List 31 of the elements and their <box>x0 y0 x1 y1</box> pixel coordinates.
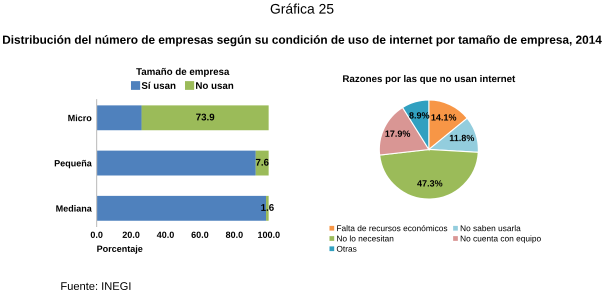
y-tick-label: Mediana <box>56 205 92 212</box>
x-axis-title: Porcentaje <box>97 245 142 254</box>
chart-title: Razones por las que no usan internet <box>343 74 516 84</box>
legend-label: No saben usarla <box>460 225 521 232</box>
data-label: 47.3% <box>417 180 442 187</box>
bar <box>96 150 256 176</box>
legend-title: Tamaño de empresa <box>136 68 230 77</box>
x-tick-label: 20.0 <box>122 232 140 238</box>
data-label: 17.9% <box>385 130 410 137</box>
data-label: 11.8% <box>450 134 474 142</box>
bar <box>142 105 269 130</box>
x-tick-label: 100.0 <box>258 232 280 238</box>
y-tick-label: Pequeña <box>54 160 92 168</box>
text: Gráfica 25 <box>270 3 334 14</box>
legend-label: Sí usan <box>142 82 176 89</box>
legend-label: Otras <box>336 246 356 252</box>
data-label: 1.6 <box>261 204 274 211</box>
legend-label: Falta de recursos económicos <box>337 224 448 232</box>
data-label: 14.1% <box>431 114 456 121</box>
x-tick-label: 80.0 <box>226 232 243 238</box>
data-label: 73.9 <box>196 114 214 120</box>
legend-label: No usan <box>196 82 234 89</box>
legend-label: No lo necesitan <box>337 235 394 242</box>
text: Distribución del número de empresas según su condición de uso de internet por tamaño de empresa, 2014 <box>3 35 602 46</box>
x-tick-label: 0.0 <box>90 232 103 238</box>
x-tick-label: 40.0 <box>156 232 174 238</box>
bar <box>96 105 142 130</box>
source-note: Fuente: INEGI <box>61 282 130 290</box>
legend-label: No cuenta con equipo <box>460 235 541 244</box>
y-tick-label: Micro <box>68 114 92 122</box>
x-tick-label: 60.0 <box>191 232 208 238</box>
